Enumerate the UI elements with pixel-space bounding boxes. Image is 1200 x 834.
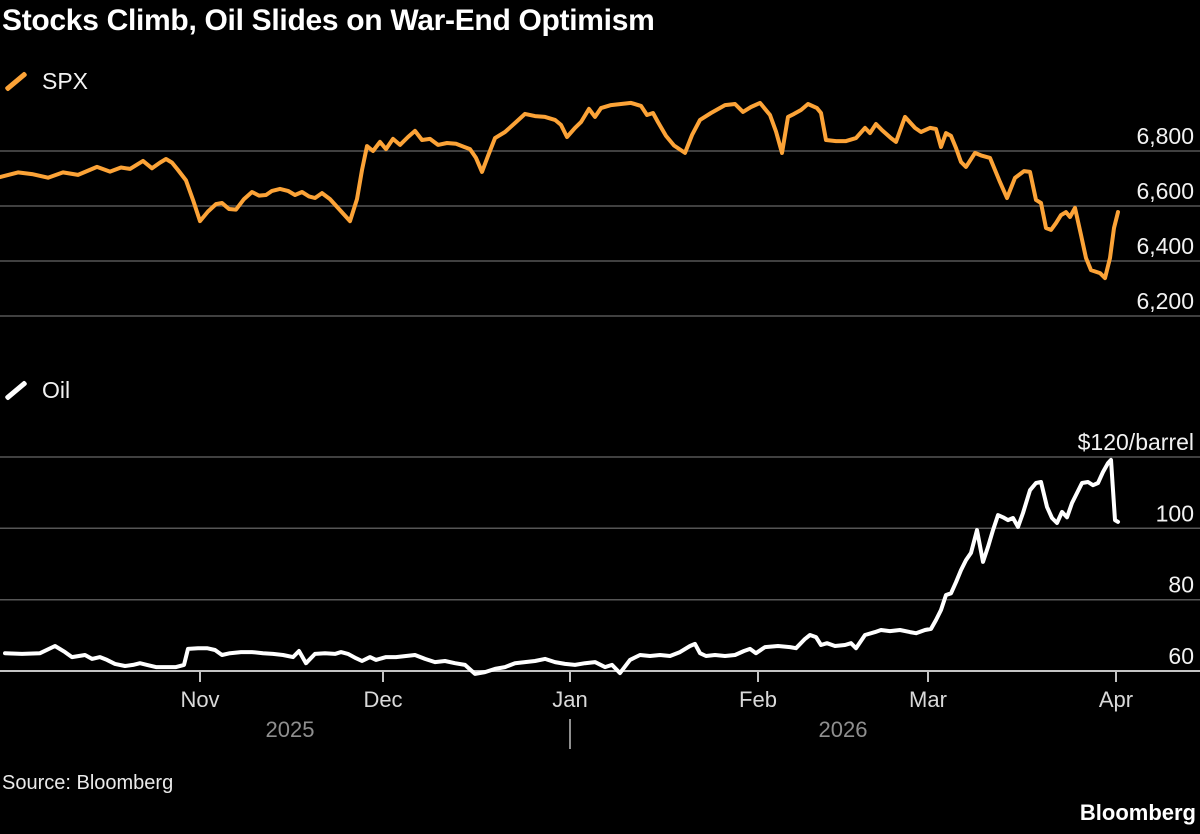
- y-tick-label: 6,200: [1136, 288, 1194, 314]
- month-tick-label: Jan: [552, 687, 587, 712]
- y-tick-label: $120/barrel: [1078, 429, 1194, 455]
- legend-oil: Oil: [3, 377, 70, 403]
- month-tick-label: Mar: [909, 687, 947, 712]
- page-title: Stocks Climb, Oil Slides on War-End Opti…: [2, 4, 655, 37]
- spx-series-line: [0, 100, 1120, 281]
- y-tick-label: 60: [1168, 643, 1194, 669]
- y-tick-label: 6,400: [1136, 233, 1194, 259]
- month-tick-label: Feb: [739, 687, 777, 712]
- bloomberg-logo: Bloomberg: [1079, 800, 1196, 825]
- y-tick-label: 6,600: [1136, 178, 1194, 204]
- year-label: 2025: [266, 717, 315, 742]
- year-label: 2026: [819, 717, 868, 742]
- month-tick-label: Dec: [363, 687, 402, 712]
- y-tick-label: 100: [1156, 500, 1194, 526]
- legend-spx-label: SPX: [42, 67, 89, 94]
- legend-oil-label: Oil: [42, 376, 71, 403]
- y-tick-label: 6,800: [1136, 123, 1194, 149]
- month-tick-label: Nov: [180, 687, 219, 712]
- y-tick-label: 80: [1168, 572, 1194, 598]
- month-tick-label: Apr: [1099, 687, 1133, 712]
- legend-spx: SPX: [3, 68, 88, 94]
- source-note: Source: Bloomberg: [2, 772, 174, 794]
- oil-series-line: [3, 457, 1120, 676]
